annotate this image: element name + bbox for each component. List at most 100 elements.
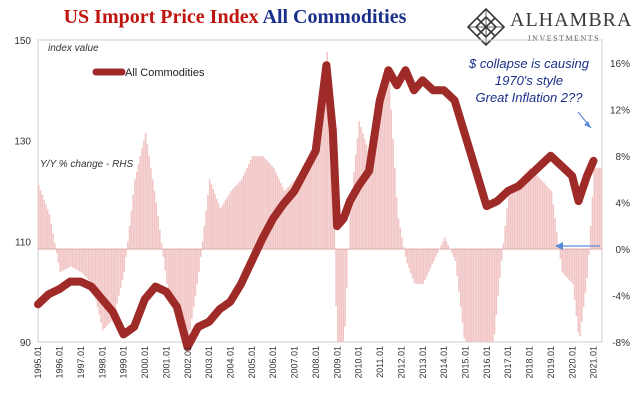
bar-yoy: [148, 156, 150, 250]
bar-yoy: [43, 199, 45, 250]
bar-yoy: [513, 185, 515, 250]
bar-yoy: [365, 144, 368, 250]
title-part-red: US Import Price Index: [63, 6, 259, 28]
bar-yoy: [427, 249, 430, 273]
x-tick-label: 2005.01: [247, 346, 257, 379]
bar-yoy: [169, 249, 172, 296]
x-tick-label: 2019.01: [546, 346, 556, 379]
bar-yoy: [86, 249, 88, 279]
bar-series: [38, 51, 603, 342]
bar-yoy: [351, 189, 353, 250]
bar-yoy: [205, 210, 207, 250]
bar-yoy: [525, 171, 528, 250]
bar-yoy: [340, 249, 343, 342]
bar-yoy: [363, 138, 366, 250]
bar-yoy: [319, 105, 321, 250]
left-tick-label: 90: [20, 338, 32, 349]
bar-yoy: [228, 193, 231, 250]
bar-yoy: [383, 81, 385, 250]
bar-yoy: [408, 249, 410, 269]
bar-yoy: [470, 249, 473, 342]
bar-yoy: [84, 249, 86, 277]
bar-yoy: [502, 243, 505, 250]
bar-yoy: [201, 241, 204, 250]
bar-yoy: [200, 249, 202, 257]
callout-arrow-lower: [555, 242, 600, 250]
bar-yoy: [306, 161, 309, 250]
bar-yoy: [472, 249, 474, 342]
bar-yoy: [572, 249, 574, 284]
right-axis-caption: Y/Y % change - RHS: [40, 159, 134, 170]
bar-yoy: [292, 181, 295, 250]
bar-yoy: [210, 184, 213, 250]
bar-yoy: [570, 249, 572, 282]
x-tick-label: 2015.01: [460, 346, 470, 379]
bar-yoy: [547, 187, 549, 250]
bar-yoy: [520, 177, 523, 250]
right-tick-label: 0%: [616, 245, 631, 256]
bar-yoy: [45, 204, 47, 250]
bar-yoy: [91, 249, 94, 284]
bar-yoy: [119, 249, 122, 288]
bar-yoy: [248, 163, 250, 250]
x-tick-label: 2003.01: [204, 346, 214, 379]
bar-yoy: [232, 189, 234, 250]
bar-yoy: [246, 167, 248, 250]
right-tick-label: 8%: [616, 152, 631, 163]
bar-yoy: [433, 249, 435, 261]
bar-yoy: [217, 203, 220, 250]
bar-yoy: [422, 249, 425, 284]
bar-yoy: [41, 194, 44, 250]
right-tick-label: 12%: [610, 106, 630, 117]
bar-yoy: [141, 148, 143, 250]
bar-yoy: [418, 249, 421, 284]
bar-yoy: [458, 249, 460, 292]
bar-yoy: [522, 175, 524, 250]
bar-yoy: [93, 249, 95, 292]
bar-yoy: [105, 249, 108, 327]
bar-yoy: [362, 132, 364, 250]
bar-yoy: [370, 144, 373, 250]
bar-yoy: [303, 169, 305, 250]
bar-yoy: [580, 249, 583, 322]
x-tick-label: 1996.01: [55, 346, 65, 379]
bar-yoy: [212, 189, 215, 250]
right-tick-label: 16%: [610, 59, 630, 70]
bar-yoy: [143, 140, 145, 250]
bar-yoy: [516, 181, 519, 250]
bar-yoy: [452, 249, 455, 257]
left-tick-label: 110: [15, 237, 31, 248]
x-tick-label: 2011.01: [375, 346, 385, 378]
bar-yoy: [240, 179, 243, 250]
bar-yoy: [561, 249, 564, 273]
bar-yoy: [559, 249, 562, 259]
bar-yoy: [219, 208, 222, 250]
bar-yoy: [556, 231, 558, 250]
bar-yoy: [500, 249, 503, 261]
bar-yoy: [410, 249, 412, 274]
bar-yoy: [164, 249, 167, 271]
bar-yoy: [139, 156, 142, 250]
bar-yoy: [317, 119, 320, 250]
bar-yoy: [230, 191, 232, 250]
bar-yoy: [381, 84, 384, 250]
bar-yoy: [333, 223, 336, 250]
bar-yoy: [342, 249, 345, 342]
bar-yoy: [301, 171, 304, 250]
company-logo: ALHAMBRA INVESTMENTS: [466, 7, 636, 47]
bar-yoy: [435, 249, 437, 257]
bar-yoy: [107, 249, 110, 325]
bar-yoy: [235, 185, 238, 250]
bar-yoy: [315, 132, 318, 250]
bar-yoy: [153, 191, 156, 250]
bar-yoy: [269, 163, 272, 250]
bar-yoy: [349, 210, 352, 250]
bar-yoy: [322, 78, 325, 250]
bar-yoy: [324, 65, 327, 250]
bar-yoy: [313, 138, 316, 250]
bar-yoy: [82, 249, 85, 275]
x-tick-label: 1995.01: [33, 346, 43, 379]
bar-yoy: [411, 249, 414, 279]
x-tick-label: 2004.01: [225, 346, 235, 379]
bar-yoy: [413, 249, 416, 283]
